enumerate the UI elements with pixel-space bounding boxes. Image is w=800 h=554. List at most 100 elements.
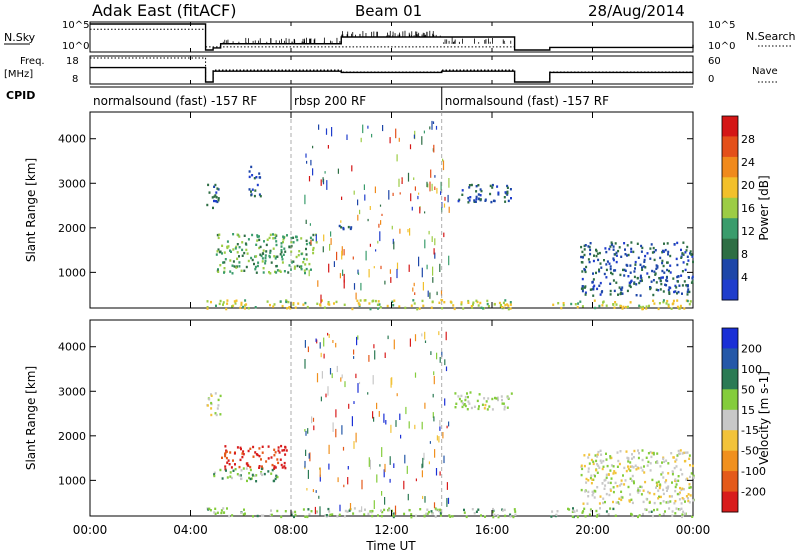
echo-cell	[661, 471, 664, 474]
echo-cell	[461, 193, 464, 196]
echo-streak	[399, 192, 401, 195]
echo-streak	[396, 268, 398, 279]
echo-cell	[215, 304, 217, 307]
echo-streak	[319, 474, 321, 482]
echo-cell	[670, 452, 673, 455]
echo-cell	[592, 278, 595, 281]
echo-streak	[426, 181, 428, 188]
echo-cell	[484, 198, 487, 201]
freq-panel	[89, 55, 694, 85]
echo-streak	[445, 331, 447, 341]
echo-cell	[250, 477, 253, 480]
echo-cell	[592, 272, 594, 275]
echo-cell	[501, 402, 504, 405]
echo-cell	[229, 270, 232, 273]
echo-cell	[667, 288, 670, 292]
echo-cell	[227, 245, 230, 248]
echo-cell	[595, 509, 598, 513]
echo-streak	[332, 340, 334, 343]
velocity-colorbar-label: Velocity [m s-1]	[757, 371, 771, 465]
echo-streak	[343, 484, 345, 488]
nsky-label: N.Sky	[4, 31, 36, 44]
echo-cell	[410, 304, 413, 307]
echo-cell	[506, 303, 509, 306]
echo-streak	[383, 413, 385, 423]
echo-cell	[217, 268, 219, 271]
echo-cell	[612, 257, 615, 260]
echo-cell	[279, 253, 282, 256]
echo-cell	[589, 248, 592, 252]
echo-cell	[480, 189, 483, 193]
echo-cell	[436, 508, 439, 512]
echo-streak	[310, 239, 312, 245]
echo-cell	[598, 270, 601, 273]
echo-cell	[487, 305, 490, 308]
echo-cell	[256, 239, 259, 242]
echo-cell	[665, 302, 668, 305]
echo-streak	[434, 238, 436, 246]
echo-cell	[269, 513, 272, 517]
echo-cell	[229, 259, 232, 262]
echo-streak	[358, 381, 361, 385]
echo-cell	[485, 400, 488, 403]
echo-cell	[303, 257, 306, 261]
echo-cell	[290, 513, 293, 517]
echo-cell	[638, 281, 641, 285]
echo-cell	[490, 200, 493, 204]
echo-cell	[576, 515, 579, 519]
echo-cell	[243, 251, 246, 255]
echo-cell	[619, 292, 622, 296]
echo-cell	[640, 485, 643, 489]
echo-cell	[428, 510, 430, 514]
echo-cell	[468, 186, 471, 189]
echo-cell	[605, 473, 608, 476]
echo-cell	[628, 284, 631, 287]
echo-cell	[210, 413, 213, 417]
echo-streak	[401, 178, 403, 182]
echo-cell	[270, 513, 273, 517]
echo-cell	[284, 453, 287, 456]
echo-streak	[329, 368, 332, 375]
echo-cell	[449, 300, 452, 303]
echo-cell	[674, 284, 677, 288]
echo-cell	[266, 238, 269, 241]
echo-cell	[674, 478, 677, 481]
echo-cell	[273, 465, 276, 468]
echo-cell	[251, 473, 254, 477]
echo-streak	[430, 169, 432, 178]
echo-cell	[348, 509, 351, 512]
echo-streak	[423, 130, 425, 134]
echo-cell	[247, 307, 250, 310]
echo-cell	[618, 484, 621, 487]
echo-streak	[398, 137, 400, 142]
echo-cell	[233, 452, 236, 455]
echo-cell	[293, 515, 295, 519]
echo-cell	[287, 300, 290, 304]
echo-cell	[637, 467, 640, 470]
echo-cell	[657, 480, 660, 483]
echo-cell	[285, 300, 288, 304]
echo-streak	[369, 206, 371, 210]
echo-cell	[631, 514, 634, 518]
echo-streak	[447, 497, 450, 504]
echo-cell	[689, 250, 692, 253]
echo-cell	[634, 267, 636, 270]
echo-cell	[304, 515, 307, 518]
echo-streak	[367, 218, 369, 222]
echo-cell	[415, 514, 417, 518]
echo-streak	[344, 381, 346, 388]
echo-streak	[433, 144, 435, 153]
echo-cell	[617, 293, 619, 296]
echo-cell	[661, 251, 664, 254]
echo-cell	[605, 304, 608, 307]
echo-cell	[581, 511, 584, 514]
echo-cell	[468, 402, 471, 405]
echo-cell	[434, 507, 437, 510]
echo-cell	[267, 457, 270, 460]
echo-cell	[688, 290, 691, 294]
echo-cell	[599, 507, 601, 510]
echo-cell	[583, 464, 586, 468]
echo-cell	[275, 271, 278, 274]
echo-cell	[480, 514, 482, 517]
echo-cell	[219, 468, 222, 472]
